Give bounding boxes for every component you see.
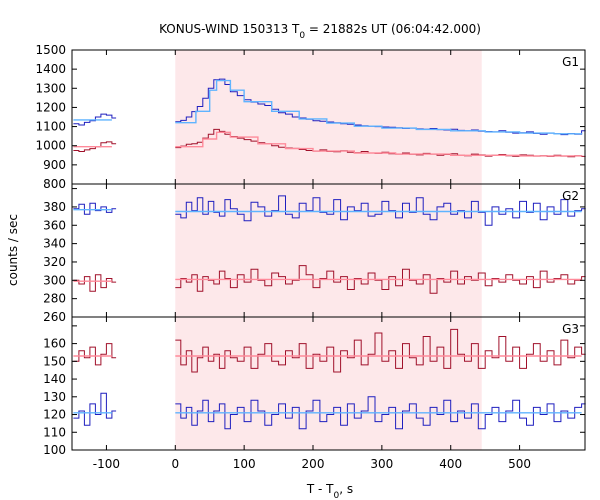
shaded-interval (175, 317, 482, 450)
series-g2-red-segment-0 (73, 274, 117, 292)
y-tick-label: 320 (43, 255, 66, 269)
series-g1-red-segment-0 (73, 141, 117, 152)
series-g1-blue_model-segment-1 (175, 79, 583, 135)
y-tick-label: 160 (43, 337, 66, 351)
y-axis-title: counts / sec (6, 214, 20, 286)
y-tick-label: 100 (43, 443, 66, 457)
x-tick-label: 500 (508, 457, 531, 471)
shaded-interval (175, 50, 482, 184)
y-tick-label: 130 (43, 390, 66, 404)
y-tick-label: 110 (43, 425, 66, 439)
series-g2-blue-segment-1 (175, 195, 586, 226)
x-tick-label: 0 (171, 457, 179, 471)
y-tick-label: 1500 (35, 43, 66, 57)
y-tick-label: 260 (43, 310, 66, 324)
panel-g3: 100 110 120 130 140 150 160 G3 (43, 316, 586, 457)
series-g3-blue-segment-0 (73, 392, 117, 426)
y-tick-label: 1300 (35, 81, 66, 95)
y-tick-label: 280 (43, 292, 66, 306)
series-g3-blue-segment-1 (175, 396, 586, 430)
series-g2-blue-segment-0 (73, 202, 117, 215)
series-g3-red-segment-1 (175, 328, 586, 373)
panel-label: G2 (562, 189, 579, 203)
y-tick-label: 1200 (35, 100, 66, 114)
chart-title: KONUS-WIND 150313 T0 = 21882s UT (06:04:… (159, 22, 481, 41)
panel-label: G3 (562, 322, 579, 336)
panel-g2: 260 280 300 320 340 360 380 G2 (43, 183, 586, 324)
y-tick-label: 800 (43, 177, 66, 191)
series-g3-red-segment-0 (73, 343, 117, 366)
y-tick-label: 140 (43, 372, 66, 386)
y-tick-label: 900 (43, 158, 66, 172)
x-tick-label: 400 (439, 457, 462, 471)
y-tick-label: 380 (43, 200, 66, 214)
series-g1-blue-segment-0 (73, 113, 117, 126)
y-tick-label: 150 (43, 354, 66, 368)
panels-layer: 800900100011001200130014001500G126028030… (35, 43, 586, 471)
x-axis-title: T - T0, s (306, 482, 353, 500)
panel-frame (71, 316, 586, 451)
shaded-interval (175, 184, 482, 317)
y-tick-label: 1100 (35, 120, 66, 134)
y-tick-label: 1400 (35, 62, 66, 76)
y-tick-label: 300 (43, 273, 66, 287)
panel-g1: 800 900 1000 1100 1200 1300 1400 1500 G1 (35, 43, 586, 191)
y-tick-label: 120 (43, 408, 66, 422)
x-tick-label: 200 (302, 457, 325, 471)
panel-label: G1 (562, 55, 579, 69)
y-tick-label: 340 (43, 237, 66, 251)
y-tick-label: 1000 (35, 139, 66, 153)
y-tick-label: 360 (43, 218, 66, 232)
x-tick-label: -100 (93, 457, 120, 471)
x-tick-label: 300 (370, 457, 393, 471)
series-g1-red_model-segment-1 (175, 131, 583, 157)
series-g2-red-segment-1 (175, 265, 586, 294)
x-tick-label: 100 (233, 457, 256, 471)
